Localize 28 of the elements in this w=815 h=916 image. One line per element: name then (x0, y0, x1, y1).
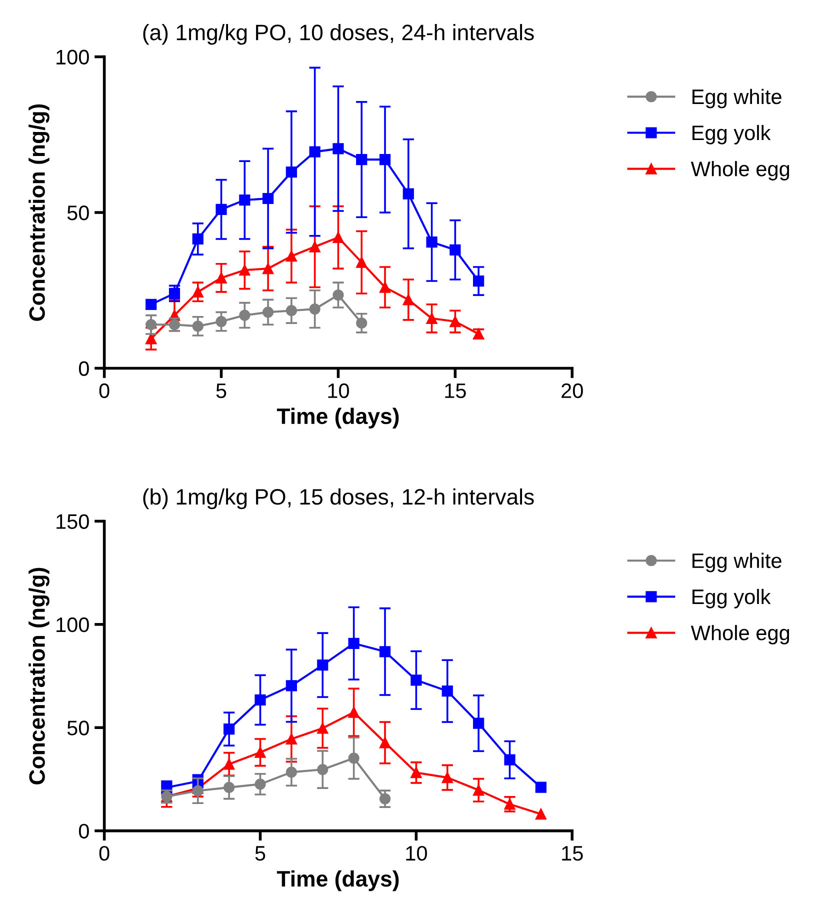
y-tick-label: 0 (78, 824, 89, 839)
x-tick-label: 0 (99, 383, 110, 398)
legend-label: Whole egg (690, 161, 790, 180)
y-axis-title: Concentration (ng/g) (28, 568, 50, 784)
x-tick-label: 10 (328, 383, 349, 398)
legend-label: Egg white (692, 88, 782, 108)
y-tick-label: 100 (56, 50, 89, 65)
x-axis-title: Time (days) (276, 870, 399, 892)
y-tick-label: 100 (56, 617, 89, 632)
y-tick-label: 0 (78, 361, 89, 376)
x-tick-label: 15 (445, 384, 466, 398)
x-tick-label: 5 (216, 384, 226, 398)
y-tick-label: 150 (56, 514, 89, 529)
x-tick-label: 20 (562, 383, 583, 398)
x-tick-label: 15 (562, 846, 583, 861)
legend-label: Whole egg (690, 624, 790, 644)
y-axis-title: Concentration (ng/g) (28, 104, 50, 321)
x-tick-label: 0 (99, 846, 110, 861)
y-tick-label: 50 (67, 206, 89, 220)
chart-title: (b) 1mg/kg PO, 15 doses, 12-h intervals (143, 488, 534, 510)
y-tick-label: 50 (67, 720, 89, 736)
legend-label: Egg yolk (692, 588, 771, 608)
x-tick-label: 10 (406, 846, 427, 861)
legend-label: Egg white (692, 552, 782, 572)
x-tick-label: 5 (255, 846, 266, 861)
chart-title: (a) 1mg/kg PO, 10 doses, 24-h intervals (143, 24, 534, 45)
x-axis-title: Time (days) (276, 408, 399, 429)
legend-label: Egg yolk (692, 124, 771, 144)
